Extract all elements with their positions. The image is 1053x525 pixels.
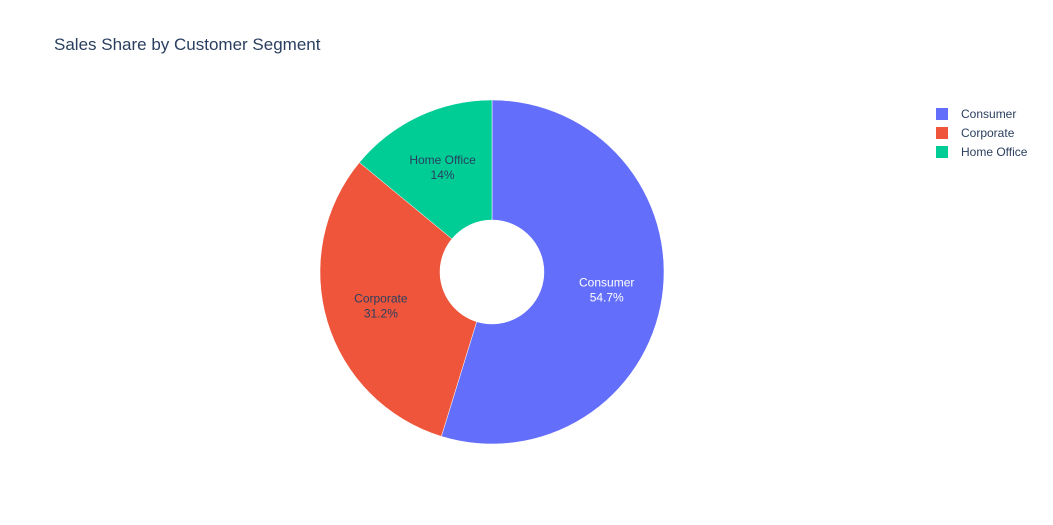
slice-home-office[interactable] — [359, 99, 493, 240]
chart-title: Sales Share by Customer Segment — [54, 35, 321, 54]
legend-swatch-consumer[interactable] — [936, 108, 948, 120]
slice-label-home-office: Home Office 14% — [409, 153, 476, 182]
slice-labels: Consumer 54.7% Corporate 31.2% Home Office 14… — [354, 153, 634, 320]
legend-label-corporate[interactable]: Corporate — [961, 126, 1015, 140]
legend-swatch-corporate[interactable] — [936, 127, 948, 139]
slice-label-corporate: Corporate 31.2% — [354, 291, 408, 320]
legend-swatch-home-office[interactable] — [936, 146, 948, 158]
slices — [319, 99, 665, 445]
slice-label-consumer: Consumer 54.7% — [579, 275, 634, 304]
slice-consumer[interactable] — [441, 99, 665, 445]
legend-label-consumer[interactable]: Consumer — [961, 107, 1016, 121]
legend: Consumer Corporate Home Office — [936, 107, 1028, 159]
legend-label-home-office[interactable]: Home Office — [961, 145, 1028, 159]
slice-corporate[interactable] — [319, 162, 478, 437]
